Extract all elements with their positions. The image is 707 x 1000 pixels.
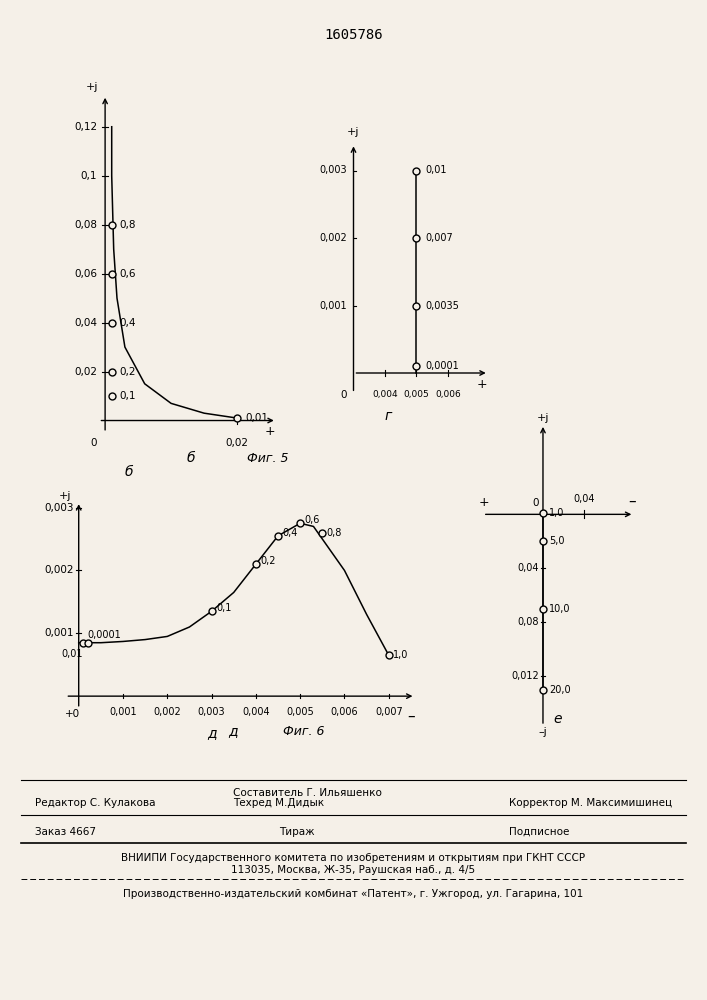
Text: 0,0001: 0,0001 bbox=[426, 361, 460, 371]
Text: –j: –j bbox=[539, 727, 547, 737]
Text: 1605786: 1605786 bbox=[325, 28, 382, 42]
Text: +j: +j bbox=[537, 413, 549, 423]
Text: б: б bbox=[125, 465, 134, 479]
Text: Фиг. 5: Фиг. 5 bbox=[247, 452, 289, 465]
Text: 0,003: 0,003 bbox=[320, 165, 347, 176]
Text: +j: +j bbox=[59, 491, 71, 501]
Text: Корректор М. Максимишинец: Корректор М. Максимишинец bbox=[509, 798, 672, 808]
Text: 0,006: 0,006 bbox=[331, 707, 358, 717]
Text: 0,4: 0,4 bbox=[283, 528, 298, 538]
Text: 1,0: 1,0 bbox=[549, 508, 565, 518]
Text: Составитель Г. Ильяшенко: Составитель Г. Ильяшенко bbox=[233, 788, 382, 798]
Text: –: – bbox=[407, 709, 415, 724]
Text: Редактор С. Кулакова: Редактор С. Кулакова bbox=[35, 798, 156, 808]
Text: 0,005: 0,005 bbox=[404, 390, 429, 399]
Text: д: д bbox=[228, 724, 238, 738]
Text: 0,003: 0,003 bbox=[198, 707, 226, 717]
Text: б: б bbox=[187, 451, 195, 465]
Text: 0,001: 0,001 bbox=[109, 707, 137, 717]
Text: 0,8: 0,8 bbox=[327, 528, 342, 538]
Text: 0,2: 0,2 bbox=[119, 367, 136, 377]
Text: Подписное: Подписное bbox=[509, 827, 569, 837]
Text: 0: 0 bbox=[532, 498, 539, 508]
Text: 0,12: 0,12 bbox=[74, 122, 97, 132]
Text: +: + bbox=[479, 496, 489, 509]
Text: 10,0: 10,0 bbox=[549, 604, 571, 614]
Text: 0,1: 0,1 bbox=[216, 603, 231, 613]
Text: 0,1: 0,1 bbox=[119, 391, 136, 401]
Text: 0,2: 0,2 bbox=[260, 556, 276, 566]
Text: –: – bbox=[629, 494, 636, 509]
Text: Техред М.Дидык: Техред М.Дидык bbox=[233, 798, 325, 808]
Text: +j: +j bbox=[86, 82, 98, 92]
Text: 1,0: 1,0 bbox=[393, 650, 409, 660]
Text: 0,0001: 0,0001 bbox=[88, 630, 122, 640]
Text: 0,04: 0,04 bbox=[573, 494, 595, 504]
Text: 0,012: 0,012 bbox=[511, 671, 539, 681]
Text: 0,004: 0,004 bbox=[372, 390, 398, 399]
Text: 0,08: 0,08 bbox=[74, 220, 97, 230]
Text: 0,01: 0,01 bbox=[245, 413, 268, 423]
Text: 0,003: 0,003 bbox=[45, 503, 74, 513]
Text: +0: +0 bbox=[66, 709, 81, 719]
Text: 20,0: 20,0 bbox=[549, 685, 571, 695]
Text: 0: 0 bbox=[90, 438, 97, 448]
Text: Заказ 4667: Заказ 4667 bbox=[35, 827, 96, 837]
Text: +: + bbox=[477, 378, 488, 391]
Text: 5,0: 5,0 bbox=[549, 536, 565, 546]
Text: 0,006: 0,006 bbox=[435, 390, 461, 399]
Text: 0,005: 0,005 bbox=[286, 707, 314, 717]
Text: 0,02: 0,02 bbox=[74, 367, 97, 377]
Text: 0,6: 0,6 bbox=[305, 515, 320, 525]
Text: Фиг. 6: Фиг. 6 bbox=[283, 725, 325, 738]
Text: 0,1: 0,1 bbox=[81, 171, 97, 181]
Text: Тираж: Тираж bbox=[279, 827, 315, 837]
Text: д: д bbox=[206, 726, 216, 740]
Text: 0,004: 0,004 bbox=[242, 707, 269, 717]
Text: 0,01: 0,01 bbox=[62, 649, 83, 659]
Text: 0,001: 0,001 bbox=[45, 628, 74, 638]
Text: 0,001: 0,001 bbox=[320, 300, 347, 310]
Text: 0,002: 0,002 bbox=[320, 233, 347, 243]
Text: 0,4: 0,4 bbox=[119, 318, 136, 328]
Text: 0,002: 0,002 bbox=[45, 565, 74, 575]
Text: 0,0035: 0,0035 bbox=[426, 300, 460, 310]
Text: +: + bbox=[264, 425, 276, 438]
Text: 0,08: 0,08 bbox=[518, 617, 539, 627]
Text: Производственно-издательский комбинат «Патент», г. Ужгород, ул. Гагарина, 101: Производственно-издательский комбинат «П… bbox=[124, 889, 583, 899]
Text: е: е bbox=[554, 712, 562, 726]
Text: 0,8: 0,8 bbox=[119, 220, 136, 230]
Text: 0,002: 0,002 bbox=[153, 707, 181, 717]
Text: 0,02: 0,02 bbox=[226, 438, 249, 448]
Text: 0,04: 0,04 bbox=[74, 318, 97, 328]
Text: 0,007: 0,007 bbox=[426, 233, 453, 243]
Text: 113035, Москва, Ж-35, Раушская наб., д. 4/5: 113035, Москва, Ж-35, Раушская наб., д. … bbox=[231, 865, 476, 875]
Text: 0: 0 bbox=[341, 390, 347, 400]
Text: 0,01: 0,01 bbox=[426, 165, 448, 176]
Text: г: г bbox=[385, 409, 392, 423]
Text: 0,007: 0,007 bbox=[375, 707, 403, 717]
Text: 0,06: 0,06 bbox=[74, 269, 97, 279]
Text: 0,04: 0,04 bbox=[518, 563, 539, 573]
Text: ВНИИПИ Государственного комитета по изобретениям и открытиям при ГКНТ СССР: ВНИИПИ Государственного комитета по изоб… bbox=[122, 853, 585, 863]
Text: +j: +j bbox=[347, 127, 360, 137]
Text: 0,6: 0,6 bbox=[119, 269, 136, 279]
